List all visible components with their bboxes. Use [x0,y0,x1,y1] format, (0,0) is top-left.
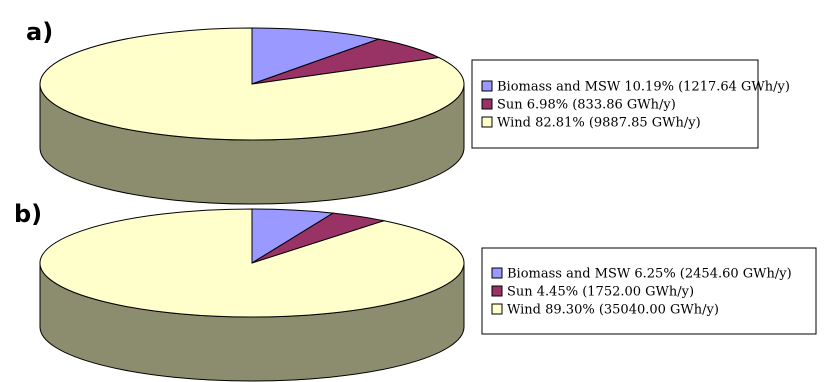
pie-chart-a: a) Biomass and MSW 10.19% (1217.64 GWh/y)… [26,18,790,205]
legend-swatch [481,80,493,92]
legend-entry: Wind 89.30% (35040.00 GWh/y) [507,303,719,318]
legend-entry: Biomass and MSW 10.19% (1217.64 GWh/y) [497,80,790,95]
legend: Biomass and MSW 10.19% (1217.64 GWh/y) Su… [471,59,790,149]
pie-slice-biomass [251,27,381,85]
panel-label: a) [26,18,53,46]
legend-entry: Sun 4.45% (1752.00 GWh/y) [507,285,694,300]
legend-swatch [491,267,503,279]
legend-entry: Sun 6.98% (833.86 GWh/y) [497,98,676,113]
panel-label: b) [14,200,42,228]
legend-swatch [481,116,493,128]
legend-box [471,59,759,149]
legend-swatch [491,285,503,297]
legend: Biomass and MSW 6.25% (2454.60 GWh/y) Sun… [481,247,817,335]
legend-swatch [481,98,493,110]
legend-entry: Wind 82.81% (9887.85 GWh/y) [497,116,701,131]
legend-box [481,247,817,335]
legend-entry: Biomass and MSW 6.25% (2454.60 GWh/y) [507,267,792,282]
legend-swatch [491,303,503,315]
pie-slice-wind [39,27,465,141]
pie-chart-b: b) Biomass and MSW 6.25% (2454.60 GWh/y) S… [14,200,817,382]
pie-slice-wind [39,208,465,318]
